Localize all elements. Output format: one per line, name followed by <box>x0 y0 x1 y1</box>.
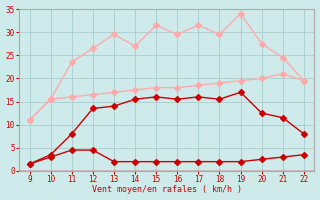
X-axis label: Vent moyen/en rafales ( km/h ): Vent moyen/en rafales ( km/h ) <box>92 185 242 194</box>
